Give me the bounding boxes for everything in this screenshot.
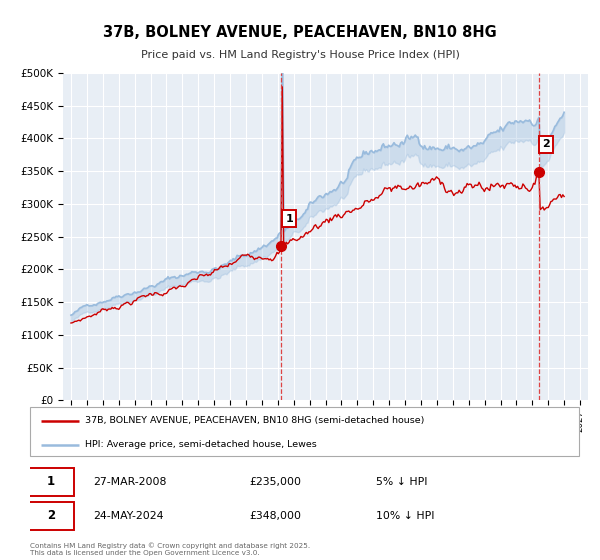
Text: HPI: Average price, semi-detached house, Lewes: HPI: Average price, semi-detached house,… [85,440,317,449]
Text: 1: 1 [286,213,293,223]
Text: 5% ↓ HPI: 5% ↓ HPI [376,477,427,487]
Text: 27-MAR-2008: 27-MAR-2008 [93,477,167,487]
FancyBboxPatch shape [27,468,74,496]
Text: 24-MAY-2024: 24-MAY-2024 [93,511,164,521]
Text: £235,000: £235,000 [250,477,302,487]
Text: 1: 1 [47,475,55,488]
Text: 2: 2 [542,139,550,150]
FancyBboxPatch shape [30,407,579,456]
Text: 10% ↓ HPI: 10% ↓ HPI [376,511,434,521]
Text: 37B, BOLNEY AVENUE, PEACEHAVEN, BN10 8HG: 37B, BOLNEY AVENUE, PEACEHAVEN, BN10 8HG [103,25,497,40]
Text: £348,000: £348,000 [250,511,302,521]
Text: Price paid vs. HM Land Registry's House Price Index (HPI): Price paid vs. HM Land Registry's House … [140,50,460,60]
Text: Contains HM Land Registry data © Crown copyright and database right 2025.
This d: Contains HM Land Registry data © Crown c… [30,542,310,556]
Text: 2: 2 [47,510,55,522]
Text: 37B, BOLNEY AVENUE, PEACEHAVEN, BN10 8HG (semi-detached house): 37B, BOLNEY AVENUE, PEACEHAVEN, BN10 8HG… [85,417,424,426]
FancyBboxPatch shape [27,502,74,530]
